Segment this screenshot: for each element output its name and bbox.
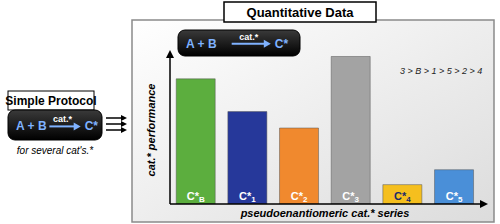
svg-text:for several cat's.*: for several cat's.* [17,145,94,156]
svg-text:C*4: C*4 [394,190,411,204]
svg-text:pseudoenantiomeric cat.* serie: pseudoenantiomeric cat.* series [240,207,410,219]
svg-text:C*: C* [275,37,289,51]
svg-text:cat.* performance: cat.* performance [145,84,157,177]
svg-text:Simple Protocol: Simple Protocol [8,94,97,108]
svg-text:C*5: C*5 [446,190,463,204]
svg-text:A + B: A + B [16,119,47,133]
svg-text:cat.*: cat.* [239,32,259,42]
svg-text:C*3: C*3 [342,190,359,204]
svg-text:cat.*: cat.* [53,114,73,124]
svg-text:C*: C* [85,119,99,133]
svg-text:C*2: C*2 [291,190,308,204]
svg-text:Quantitative Data: Quantitative Data [247,5,355,20]
svg-text:A + B: A + B [186,37,217,51]
svg-text:C*1: C*1 [239,190,256,204]
svg-text:3 > B > 1 > 5 > 2 > 4: 3 > B > 1 > 5 > 2 > 4 [400,66,482,76]
svg-text:C*B: C*B [187,190,205,204]
